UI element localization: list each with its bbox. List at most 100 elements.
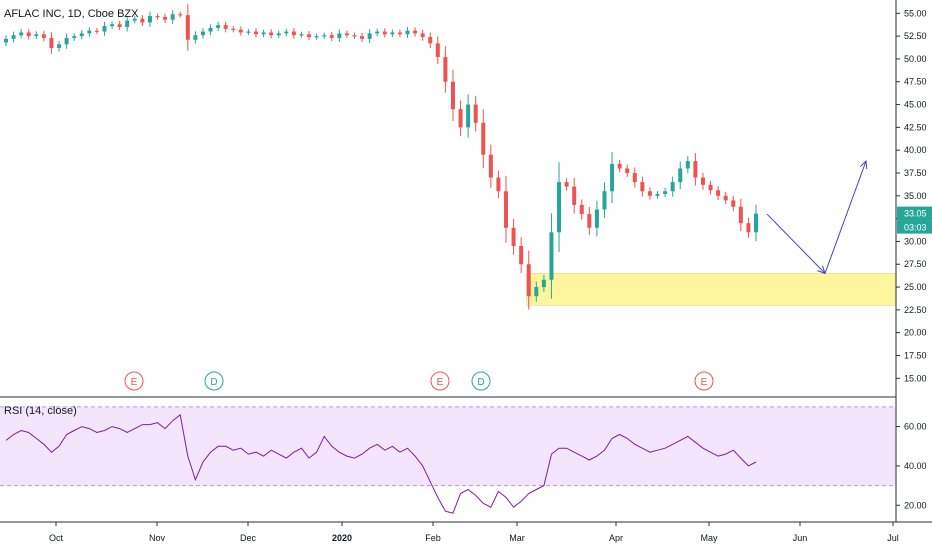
candle-body <box>731 200 736 207</box>
candle-up <box>337 29 342 42</box>
candle-down <box>329 31 334 42</box>
candle-body <box>254 31 258 35</box>
earnings-marker[interactable]: E <box>430 371 450 391</box>
rsi-band <box>0 406 896 486</box>
price-tick-label: 15.00 <box>904 373 927 383</box>
candle-up <box>57 40 62 52</box>
candle-up <box>72 33 77 41</box>
candle-body <box>375 31 380 34</box>
event-marker-circle <box>124 371 144 391</box>
candle-body <box>382 31 387 35</box>
candle-up <box>216 21 221 32</box>
candle-body <box>238 29 243 33</box>
candle-body <box>526 264 531 297</box>
candle-up <box>367 29 372 44</box>
earnings-marker[interactable]: E <box>124 371 144 391</box>
candle-body <box>700 177 705 185</box>
candle-down <box>458 100 463 137</box>
rsi-tick-label: 20.00 <box>904 500 927 510</box>
candle-up <box>557 162 562 253</box>
candle-body <box>625 168 630 173</box>
support-zone <box>526 273 897 306</box>
time-tick-label: 2020 <box>332 533 352 543</box>
chart-title: AFLAC INC, 1D, Cboe BZX <box>4 8 139 20</box>
candle-body <box>435 43 440 58</box>
candle-body <box>110 24 115 27</box>
candle-down <box>352 32 357 39</box>
candle-body <box>26 32 31 37</box>
candle-body <box>132 18 137 21</box>
candle-body <box>413 30 418 34</box>
candle-up <box>541 274 546 292</box>
candle-down <box>708 180 713 195</box>
candle-down <box>254 28 258 38</box>
candle-body <box>344 33 349 36</box>
candle-down <box>488 144 493 188</box>
candle-up <box>322 32 327 39</box>
price-tick-label: 27.50 <box>904 259 927 269</box>
event-marker-circle <box>430 371 450 391</box>
candle-up <box>670 176 675 197</box>
candle-body <box>170 14 175 20</box>
candle-body <box>428 37 433 44</box>
candle-body <box>670 182 675 192</box>
candle-down <box>443 46 448 93</box>
dividend-marker[interactable]: D <box>204 371 224 391</box>
candle-body <box>94 30 99 32</box>
candle-down <box>49 32 54 54</box>
candle-body <box>557 182 562 233</box>
candle-body <box>390 32 395 35</box>
candle-body <box>541 279 546 288</box>
candle-down <box>647 187 652 200</box>
candle-down <box>731 195 736 212</box>
earnings-marker[interactable]: E <box>694 371 714 391</box>
candle-up <box>663 188 668 198</box>
price-panel[interactable]: E D E D E AFLAC INC, 1D, Cboe BZX <box>4 4 897 391</box>
candle-up <box>246 28 251 36</box>
candle-down <box>223 21 228 33</box>
price-tick-label: 52.50 <box>904 31 927 41</box>
candle-body <box>534 287 539 297</box>
price-tick-label: 17.50 <box>904 350 927 360</box>
candle-down <box>26 28 31 40</box>
countdown-label: 03:03 <box>904 223 927 233</box>
candle-body <box>216 25 221 28</box>
candle-body <box>496 177 501 192</box>
candle-up <box>602 182 607 219</box>
candle-down <box>617 159 622 173</box>
rsi-panel[interactable]: RSI (14, close) <box>0 405 896 514</box>
candle-down <box>269 29 274 39</box>
price-tick-label: 55.00 <box>904 8 927 18</box>
candle-body <box>163 16 168 20</box>
candle-up <box>87 27 92 37</box>
candle-body <box>708 184 713 191</box>
candle-body <box>11 35 16 39</box>
candle-body <box>223 25 228 29</box>
candle-down <box>716 186 721 201</box>
candle-down <box>746 217 751 238</box>
candle-body <box>322 35 327 37</box>
candle-body <box>420 33 425 38</box>
candle-up <box>594 200 599 237</box>
candle-body <box>466 104 471 128</box>
candle-down <box>428 32 433 48</box>
time-tick-label: Nov <box>149 533 166 543</box>
price-tick-label: 35.00 <box>904 191 927 201</box>
candle-up <box>299 31 304 38</box>
candle-body <box>443 57 448 82</box>
candle-up <box>549 213 554 299</box>
dividend-marker[interactable]: D <box>471 371 491 391</box>
candle-body <box>655 193 660 196</box>
candle-up <box>4 35 8 47</box>
candle-body <box>693 161 698 178</box>
projection-arrowhead-down <box>817 265 826 275</box>
time-tick-label: Jun <box>793 533 808 543</box>
price-tick-label: 30.00 <box>904 236 927 246</box>
candle-down <box>360 32 365 43</box>
candle-down <box>640 176 645 197</box>
candle-body <box>352 35 357 37</box>
rsi-line <box>5 413 757 514</box>
